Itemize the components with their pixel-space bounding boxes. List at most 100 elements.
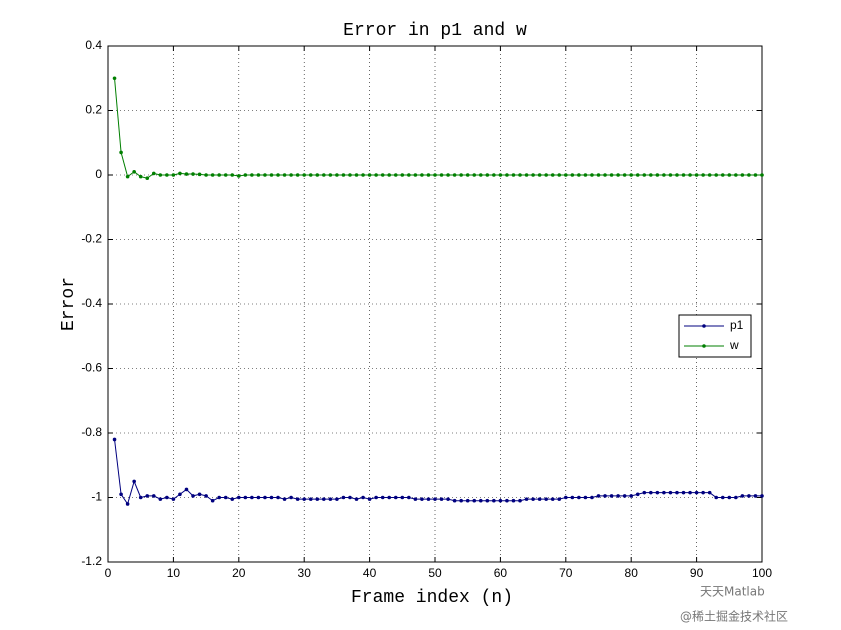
point-marker bbox=[642, 173, 647, 177]
point-marker bbox=[596, 494, 601, 498]
point-marker bbox=[524, 497, 529, 501]
point-marker bbox=[282, 173, 287, 177]
point-marker bbox=[289, 173, 293, 177]
point-marker bbox=[165, 173, 169, 177]
point-marker bbox=[629, 173, 633, 177]
point-marker bbox=[694, 173, 699, 177]
point-marker bbox=[204, 494, 208, 498]
point-marker bbox=[354, 497, 359, 501]
point-marker bbox=[452, 173, 457, 177]
point-marker bbox=[171, 497, 176, 501]
point-marker bbox=[328, 497, 333, 501]
point-marker bbox=[348, 495, 352, 500]
y-tick-label: -0.8 bbox=[81, 425, 102, 439]
point-marker bbox=[583, 495, 588, 500]
point-marker bbox=[276, 173, 280, 177]
point-marker bbox=[524, 173, 529, 177]
point-marker bbox=[158, 173, 163, 177]
point-marker bbox=[688, 490, 692, 495]
point-marker bbox=[374, 173, 378, 177]
chart-title: Error in p1 and w bbox=[343, 21, 527, 41]
point-marker bbox=[328, 173, 333, 177]
point-marker bbox=[662, 173, 666, 177]
point-marker bbox=[635, 173, 640, 177]
point-marker bbox=[191, 172, 195, 176]
point-marker bbox=[662, 490, 666, 495]
point-marker bbox=[734, 495, 738, 500]
point-marker bbox=[308, 173, 313, 177]
point-marker bbox=[341, 495, 346, 500]
x-tick-label: 100 bbox=[752, 566, 772, 580]
point-marker bbox=[714, 495, 719, 500]
point-marker bbox=[184, 172, 189, 176]
point-marker bbox=[472, 498, 477, 503]
point-marker bbox=[125, 174, 130, 179]
point-marker bbox=[622, 494, 627, 498]
point-marker bbox=[138, 495, 143, 500]
point-marker bbox=[302, 173, 307, 177]
point-marker bbox=[675, 490, 679, 495]
x-tick-label: 70 bbox=[559, 566, 573, 580]
point-marker bbox=[740, 494, 745, 498]
point-marker bbox=[308, 497, 313, 501]
point-marker bbox=[583, 173, 588, 177]
point-marker bbox=[707, 173, 712, 177]
point-marker bbox=[335, 497, 339, 501]
point-marker bbox=[112, 76, 117, 81]
point-marker bbox=[498, 498, 503, 503]
point-marker bbox=[354, 173, 359, 177]
point-marker bbox=[243, 173, 248, 177]
legend-label: p1 bbox=[730, 318, 744, 332]
point-marker bbox=[609, 173, 614, 177]
point-marker bbox=[112, 437, 117, 442]
point-marker bbox=[210, 498, 215, 503]
point-marker bbox=[138, 174, 143, 179]
x-tick-label: 0 bbox=[105, 566, 112, 580]
point-marker bbox=[433, 173, 437, 177]
point-marker bbox=[439, 497, 444, 501]
point-marker bbox=[688, 173, 692, 177]
point-marker bbox=[649, 173, 653, 177]
point-marker bbox=[446, 173, 450, 177]
point-marker bbox=[217, 173, 221, 177]
point-marker bbox=[145, 494, 150, 498]
point-marker bbox=[361, 173, 365, 177]
point-marker bbox=[590, 495, 594, 500]
point-marker bbox=[230, 173, 235, 177]
point-marker bbox=[367, 497, 372, 501]
point-marker bbox=[577, 173, 581, 177]
point-marker bbox=[720, 495, 725, 500]
point-marker bbox=[485, 173, 490, 177]
point-marker bbox=[478, 498, 483, 503]
point-marker bbox=[609, 494, 614, 498]
y-axis-label: Error bbox=[59, 277, 79, 331]
point-marker bbox=[223, 495, 228, 500]
point-marker bbox=[348, 173, 352, 177]
point-marker bbox=[720, 173, 725, 177]
point-marker bbox=[250, 495, 254, 500]
point-marker bbox=[119, 150, 123, 155]
watermark: @稀土掘金技术社区 bbox=[680, 609, 788, 624]
point-marker bbox=[505, 498, 509, 503]
point-marker bbox=[361, 495, 365, 500]
point-marker bbox=[237, 174, 241, 178]
point-marker bbox=[550, 173, 555, 177]
point-marker bbox=[393, 173, 398, 177]
point-marker bbox=[400, 173, 405, 177]
x-axis-label: Frame index (n) bbox=[351, 588, 513, 608]
point-marker bbox=[315, 497, 320, 501]
plot-area bbox=[107, 45, 763, 563]
point-marker bbox=[420, 497, 424, 501]
point-marker bbox=[681, 490, 686, 495]
point-marker bbox=[407, 173, 411, 177]
point-marker bbox=[550, 497, 555, 501]
y-tick-label: -0.4 bbox=[81, 296, 102, 310]
point-marker bbox=[655, 173, 660, 177]
x-tick-label: 90 bbox=[690, 566, 704, 580]
point-marker bbox=[413, 173, 418, 177]
point-marker bbox=[295, 173, 300, 177]
point-marker bbox=[478, 173, 483, 177]
point-marker bbox=[747, 494, 751, 498]
point-marker bbox=[263, 495, 267, 500]
